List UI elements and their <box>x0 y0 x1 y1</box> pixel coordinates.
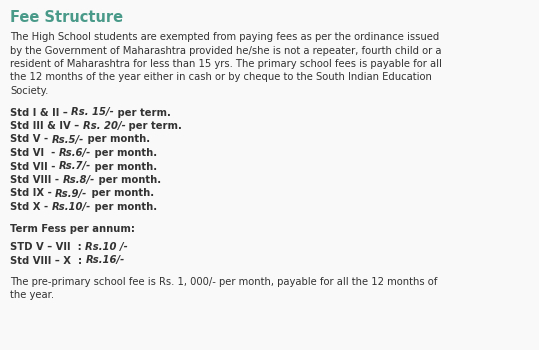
Text: Std VI  -: Std VI - <box>10 148 59 158</box>
Text: Std VIII – X  :: Std VIII – X : <box>10 256 86 266</box>
Text: per month.: per month. <box>95 175 161 185</box>
Text: Rs.8/-: Rs.8/- <box>63 175 95 185</box>
Text: the 12 months of the year either in cash or by cheque to the South Indian Educat: the 12 months of the year either in cash… <box>10 72 432 83</box>
Text: The pre-primary school fee is Rs. 1, 000/- per month, payable for all the 12 mon: The pre-primary school fee is Rs. 1, 000… <box>10 277 437 287</box>
Text: Std IX -: Std IX - <box>10 189 56 198</box>
Text: Fee Structure: Fee Structure <box>10 10 123 25</box>
Text: Rs.5/-: Rs.5/- <box>52 134 84 145</box>
Text: Std V -: Std V - <box>10 134 52 145</box>
Text: Rs.16/-: Rs.16/- <box>86 256 125 266</box>
Text: per month.: per month. <box>87 189 154 198</box>
Text: resident of Maharashtra for less than 15 yrs. The primary school fees is payable: resident of Maharashtra for less than 15… <box>10 59 442 69</box>
Text: Std X -: Std X - <box>10 202 52 212</box>
Text: Std III & IV –: Std III & IV – <box>10 121 82 131</box>
Text: Rs. 15/-: Rs. 15/- <box>71 107 114 118</box>
Text: Rs. 20/-: Rs. 20/- <box>82 121 126 131</box>
Text: Rs.10/-: Rs.10/- <box>52 202 91 212</box>
Text: Rs.10 /-: Rs.10 /- <box>85 242 128 252</box>
Text: per month.: per month. <box>84 134 150 145</box>
Text: per month.: per month. <box>91 202 157 212</box>
Text: per term.: per term. <box>114 107 171 118</box>
Text: Std VII -: Std VII - <box>10 161 59 171</box>
Text: Rs.9/-: Rs.9/- <box>56 189 87 198</box>
Text: Rs.6/-: Rs.6/- <box>59 148 91 158</box>
Text: by the Government of Maharashtra provided he/she is not a repeater, fourth child: by the Government of Maharashtra provide… <box>10 46 441 56</box>
Text: Std I & II –: Std I & II – <box>10 107 71 118</box>
Text: Term Fess per annum:: Term Fess per annum: <box>10 224 135 233</box>
Text: per term.: per term. <box>126 121 182 131</box>
Text: per month.: per month. <box>91 148 157 158</box>
Text: per month.: per month. <box>91 161 157 171</box>
Text: STD V – VII  :: STD V – VII : <box>10 242 85 252</box>
Text: Society.: Society. <box>10 86 49 96</box>
Text: Std VIII -: Std VIII - <box>10 175 63 185</box>
Text: the year.: the year. <box>10 290 54 301</box>
Text: Rs.7/-: Rs.7/- <box>59 161 91 171</box>
Text: The High School students are exempted from paying fees as per the ordinance issu: The High School students are exempted fr… <box>10 32 439 42</box>
